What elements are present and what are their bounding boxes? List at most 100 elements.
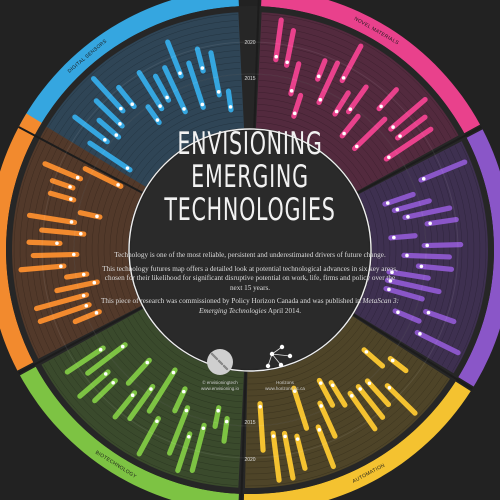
technology-bar — [30, 251, 80, 259]
technology-bar — [391, 198, 432, 213]
intro-paragraph-3: This piece of research was commissioned … — [100, 297, 399, 315]
year-label: 2015 — [244, 76, 255, 82]
center-ring — [128, 128, 372, 372]
guide-ring — [59, 355, 239, 468]
technology-marker — [78, 232, 83, 236]
technology-marker — [391, 125, 395, 129]
guide-ring — [79, 162, 105, 328]
technology-bar — [281, 430, 296, 481]
technology-bar — [175, 431, 193, 474]
technology-marker — [200, 66, 205, 70]
technology-bar — [383, 286, 425, 302]
technology-bar — [18, 263, 67, 273]
technology-bar — [384, 383, 418, 416]
technology-marker — [171, 370, 176, 375]
technology-marker — [103, 138, 107, 142]
planet-crater — [217, 359, 221, 363]
guide-ring — [426, 156, 457, 357]
technology-bar — [125, 357, 152, 386]
guide-ring — [364, 189, 385, 320]
technology-marker — [406, 215, 410, 219]
year-ring-2015 — [73, 73, 427, 427]
technology-bar — [386, 269, 431, 281]
technology-marker — [68, 185, 72, 189]
technology-marker — [158, 104, 162, 108]
technology-marker — [271, 434, 276, 438]
technology-marker — [216, 408, 220, 413]
guide-ring — [103, 174, 126, 317]
technology-marker — [114, 133, 119, 137]
outer-ring-energy — [458, 129, 500, 387]
technology-bar — [165, 39, 184, 79]
guide-ring — [247, 319, 358, 379]
intro-paragraph-1: Technology is one of the most reliable, … — [114, 251, 386, 259]
technology-bar — [364, 378, 392, 408]
technology-marker — [119, 106, 123, 111]
guide-ring — [25, 134, 59, 352]
technology-marker — [387, 155, 391, 160]
technology-marker — [398, 134, 402, 138]
guide-ring — [111, 91, 242, 174]
technology-bar — [257, 401, 266, 453]
technology-bar — [37, 302, 92, 324]
technology-bar — [127, 383, 156, 422]
technology-marker — [341, 76, 346, 80]
technology-marker — [358, 387, 363, 391]
guide-ring — [64, 352, 239, 462]
technology-bar — [402, 205, 453, 221]
technology-marker — [145, 360, 150, 365]
technology-marker — [330, 383, 335, 388]
guide-ring — [109, 177, 131, 314]
technology-bar — [93, 98, 125, 129]
guide-ring — [369, 186, 391, 323]
technology-marker — [428, 221, 432, 226]
sector-divider — [352, 313, 473, 390]
guide-ring — [19, 131, 54, 355]
guide-ring — [246, 348, 403, 433]
guide-ring — [137, 121, 244, 189]
technology-bar — [273, 17, 284, 63]
guide-ring — [132, 115, 244, 186]
guide-ring — [106, 85, 242, 171]
horizons-node — [278, 362, 284, 368]
technology-marker — [98, 347, 103, 352]
guide-ring — [359, 191, 379, 317]
technology-marker — [84, 303, 89, 308]
technology-bar — [64, 345, 106, 375]
horizons-node — [269, 351, 275, 357]
intro-paragraph-2: This technology futures map offers a det… — [102, 264, 398, 292]
guide-ring — [436, 150, 469, 363]
technology-bar — [294, 433, 308, 471]
guide-ring — [246, 355, 413, 445]
horizons-node — [287, 353, 293, 359]
technology-marker — [390, 270, 394, 275]
sector-divider — [357, 126, 482, 194]
technology-bar — [383, 126, 434, 162]
technology-marker — [364, 350, 369, 354]
guide-ring — [446, 145, 481, 369]
technology-marker — [318, 381, 323, 385]
technology-marker — [283, 434, 287, 439]
technology-marker — [181, 389, 186, 394]
technology-marker — [418, 332, 422, 336]
technology-bar — [401, 252, 452, 260]
technology-bar — [382, 191, 416, 207]
technology-bar — [39, 227, 87, 237]
guide-ring — [374, 183, 397, 326]
center-disc — [131, 131, 369, 369]
guide-ring — [122, 103, 243, 180]
technology-marker — [285, 60, 289, 65]
technology-bar — [316, 60, 341, 106]
outer-ring-electronics — [0, 113, 42, 371]
technology-marker — [130, 393, 135, 398]
technology-marker — [184, 408, 189, 413]
technology-marker — [224, 419, 229, 424]
guide-ring — [48, 20, 238, 139]
technology-marker — [69, 220, 74, 224]
guide-ring — [257, 109, 373, 183]
outer-ring-biotech — [19, 366, 239, 500]
technology-marker — [385, 201, 390, 205]
sector-divider — [253, 0, 260, 129]
technology-marker — [155, 419, 159, 424]
